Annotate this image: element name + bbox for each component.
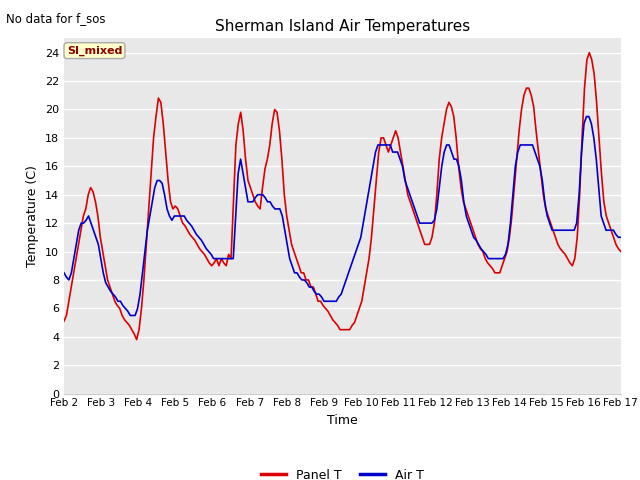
Text: No data for f_sos: No data for f_sos [6,12,106,25]
Legend: Panel T, Air T: Panel T, Air T [256,464,429,480]
X-axis label: Time: Time [327,414,358,427]
Y-axis label: Temperature (C): Temperature (C) [26,165,39,267]
Text: SI_mixed: SI_mixed [67,46,122,56]
Title: Sherman Island Air Temperatures: Sherman Island Air Temperatures [215,20,470,35]
